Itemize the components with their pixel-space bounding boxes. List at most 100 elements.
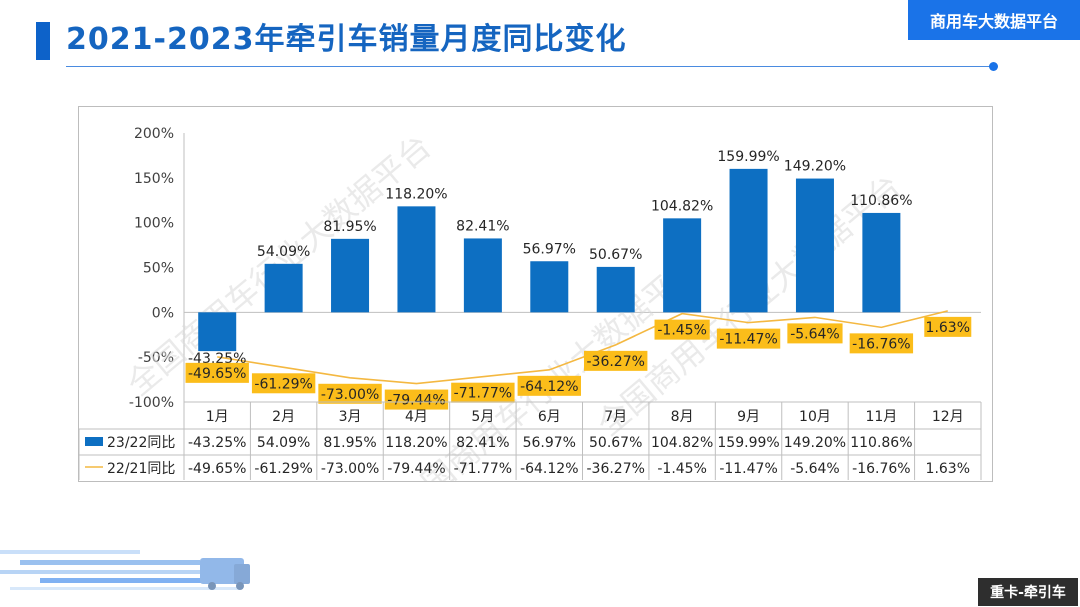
table-cell: 110.86% [850, 435, 912, 451]
x-tick-label: 10月 [799, 409, 831, 425]
y-tick-label: 0% [152, 305, 174, 321]
table-cell: 50.67% [589, 435, 642, 451]
bar [729, 168, 768, 313]
table-cell: 81.95% [323, 435, 376, 451]
line-label: -61.29% [254, 376, 312, 392]
table-legend-bar-swatch [85, 437, 103, 446]
bar [862, 212, 901, 313]
table-cell: -5.64% [790, 461, 840, 477]
bar [795, 178, 834, 313]
bar [264, 263, 303, 313]
footer-tag: 重卡-牵引车 [978, 578, 1078, 606]
title-bar: 2021-2023年牵引车销量月度同比变化 [0, 0, 1080, 71]
line-label: -73.00% [321, 387, 379, 403]
table-cell: -73.00% [321, 461, 379, 477]
table-cell: -49.65% [188, 461, 246, 477]
line-label: -79.44% [387, 393, 445, 409]
x-tick-label: 11月 [865, 409, 897, 425]
brand-badge: 商用车大数据平台 [908, 0, 1080, 40]
page-title: 2021-2023年牵引车销量月度同比变化 [66, 22, 627, 57]
table-cell: -71.77% [454, 461, 512, 477]
bar [530, 261, 569, 313]
y-tick-label: -100% [129, 395, 174, 411]
table-series-name: 23/22同比 [107, 435, 175, 451]
line-label: -16.76% [852, 336, 910, 352]
table-cell: -61.29% [254, 461, 312, 477]
line-label: -49.65% [188, 366, 246, 382]
line-label-bg [584, 350, 648, 371]
x-tick-label: 3月 [339, 409, 362, 425]
line-series [217, 310, 948, 385]
title-divider [66, 66, 994, 67]
bar [463, 238, 502, 313]
line-label-bg [716, 328, 781, 349]
x-tick-label: 5月 [471, 409, 494, 425]
line-label: -71.77% [454, 386, 512, 402]
line-label-bg [185, 362, 249, 383]
table-cell: 149.20% [784, 435, 846, 451]
table-cell: -36.27% [586, 461, 644, 477]
bar [596, 266, 635, 313]
table-cell: -79.44% [387, 461, 445, 477]
bar [397, 206, 436, 313]
y-tick-label: 200% [134, 126, 174, 142]
table-cell: -11.47% [719, 461, 777, 477]
line-label-bg [654, 319, 710, 340]
table-cell: 118.20% [385, 435, 447, 451]
bar-label: 54.09% [257, 244, 310, 260]
table-cell: 54.09% [257, 435, 310, 451]
truck-decoration [0, 550, 250, 590]
table-cell: 82.41% [456, 435, 509, 451]
line-label-bg [451, 382, 515, 403]
bar-label: 50.67% [589, 247, 642, 263]
bar-label: 82.41% [456, 218, 509, 234]
table-cell: 104.82% [651, 435, 713, 451]
y-tick-label: -50% [138, 350, 174, 366]
x-tick-label: 1月 [206, 409, 229, 425]
table-cell: 56.97% [523, 435, 576, 451]
y-tick-label: 50% [143, 261, 174, 277]
line-label: -5.64% [790, 326, 840, 342]
x-tick-label: 6月 [538, 409, 561, 425]
bar-label: 81.95% [323, 219, 376, 235]
x-tick-label: 7月 [604, 409, 627, 425]
table-cell: 1.63% [926, 461, 970, 477]
table-cell: -16.76% [852, 461, 910, 477]
divider-dot [989, 62, 998, 71]
line-label: -1.45% [657, 323, 707, 339]
title-accent-bar [36, 22, 50, 60]
bar-label: 159.99% [717, 149, 779, 165]
chart: 200%150%100%50%0%-50%-100%全国商用车行业大数据平台全国… [79, 126, 982, 481]
table-cell: -64.12% [520, 461, 578, 477]
line-label-bg [787, 323, 843, 344]
bar [663, 218, 702, 313]
x-tick-label: 4月 [405, 409, 428, 425]
x-tick-label: 2月 [272, 409, 295, 425]
line-label: -36.27% [586, 354, 644, 370]
line-label-bg [384, 389, 449, 410]
bar-label: 149.20% [784, 159, 846, 175]
line-label-bg [924, 316, 972, 337]
bar-label: 56.97% [523, 241, 576, 257]
line-label: -64.12% [520, 379, 578, 395]
x-tick-label: 8月 [671, 409, 694, 425]
bar-label: 110.86% [850, 193, 912, 209]
bar-label: 118.20% [385, 186, 447, 202]
bar-label: 104.82% [651, 198, 713, 214]
x-tick-label: 9月 [737, 409, 760, 425]
line-label-bg [849, 333, 914, 354]
line-label-bg [251, 373, 316, 394]
chart-frame: 200%150%100%50%0%-50%-100%全国商用车行业大数据平台全国… [78, 106, 993, 482]
table-cell: -1.45% [657, 461, 707, 477]
line-label-bg [517, 375, 581, 396]
line-label-bg [318, 383, 382, 404]
y-tick-label: 100% [134, 216, 174, 232]
table-cell: -43.25% [188, 435, 246, 451]
line-label: -11.47% [719, 332, 777, 348]
y-tick-label: 150% [134, 171, 174, 187]
bar [198, 312, 237, 352]
line-label: 1.63% [926, 320, 970, 336]
table-cell: 159.99% [717, 435, 779, 451]
bar [331, 238, 370, 313]
x-tick-label: 12月 [932, 409, 964, 425]
